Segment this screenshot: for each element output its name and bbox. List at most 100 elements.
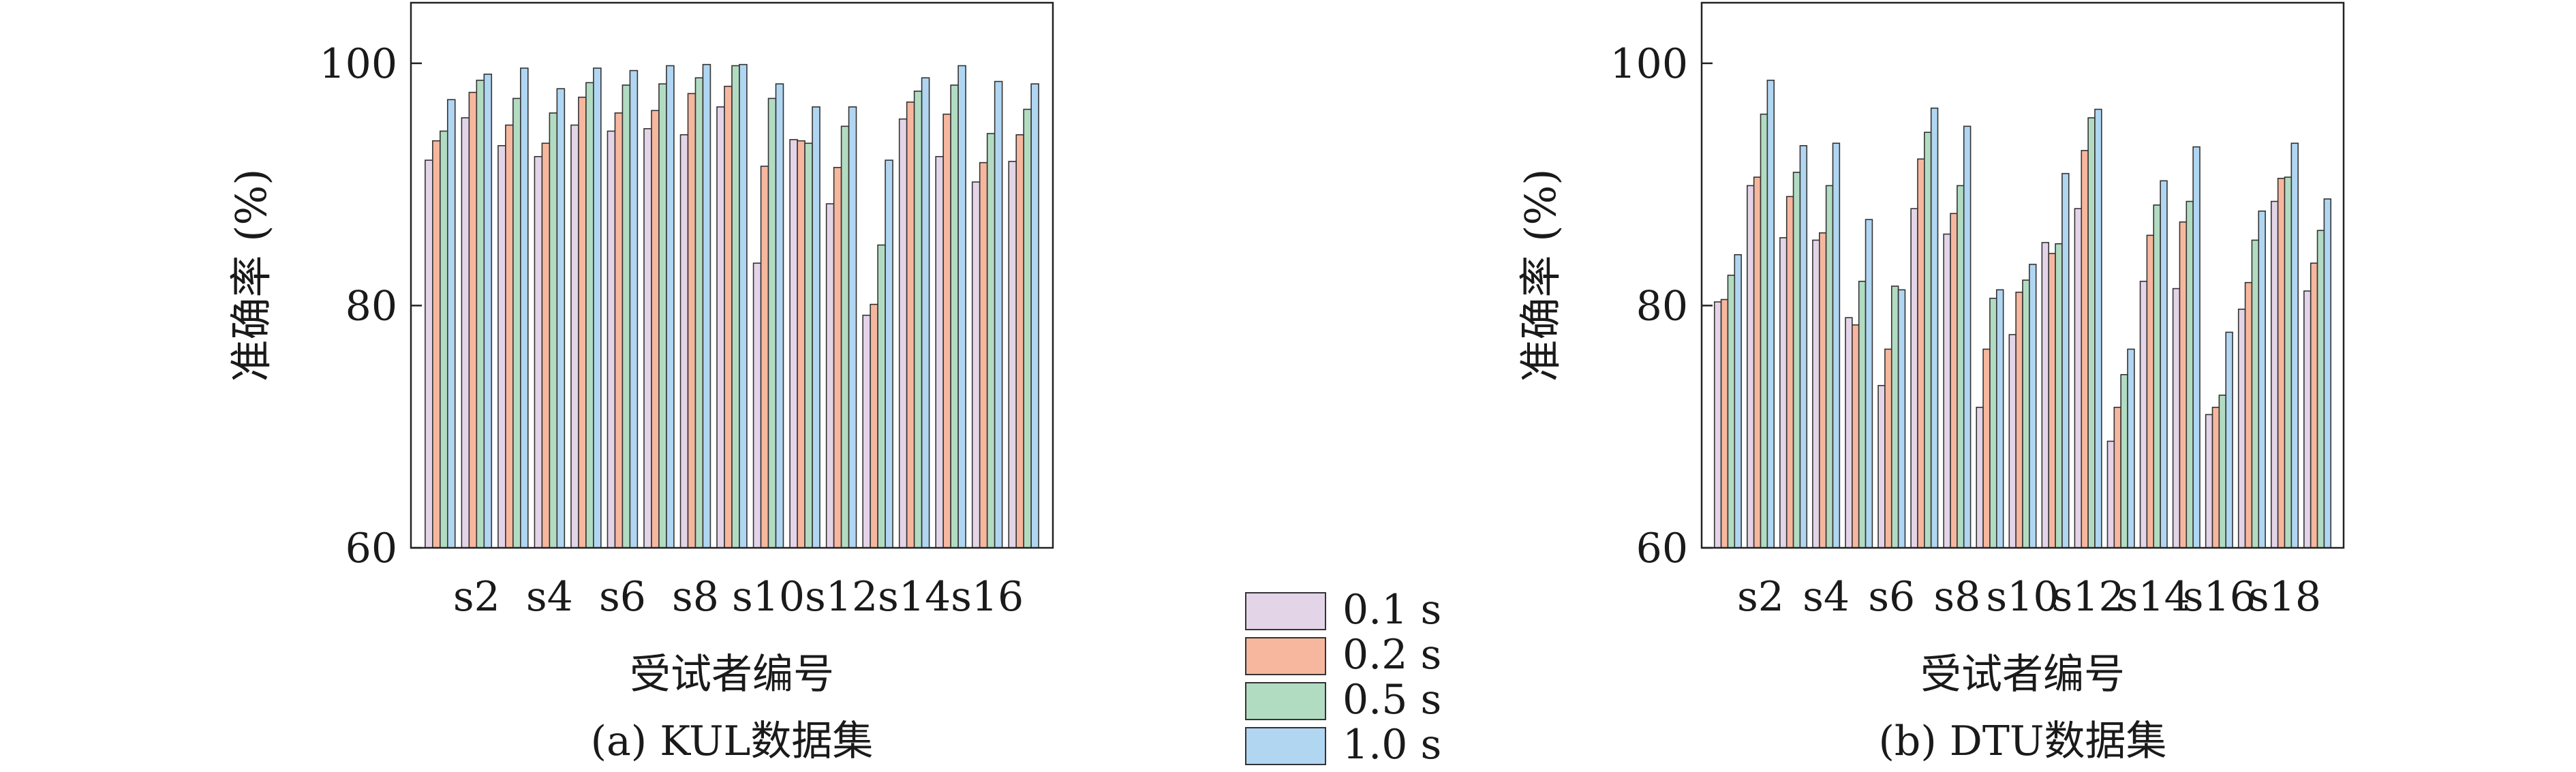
- x-tick-label-a-s4: s4: [526, 573, 573, 621]
- bar-b-s6-series2: [1884, 348, 1892, 549]
- caption-a: (a) KUL数据集: [591, 717, 874, 765]
- bar-b-s18-series4: [2290, 142, 2299, 549]
- legend-label-2: 0.2 s: [1343, 631, 1441, 679]
- bar-a-s2-series4: [483, 74, 493, 549]
- bar-b-s7-series2: [1917, 158, 1925, 549]
- bar-b-s5-series3: [1858, 281, 1867, 549]
- bar-a-s5-series4: [593, 67, 602, 549]
- bar-b-s2-series2: [1753, 176, 1762, 549]
- bar-b-s9-series2: [1982, 348, 1991, 549]
- x-tick-label-a-s10: s10: [732, 573, 805, 621]
- plot-b-frame: [1700, 1, 2345, 549]
- bar-a-s10-series3: [767, 97, 777, 549]
- bar-a-s1-series4: [446, 99, 456, 549]
- bar-b-s5-series1: [1845, 317, 1853, 549]
- bar-b-s11-series3: [2055, 243, 2063, 549]
- bar-b-s4-series4: [1832, 142, 1841, 549]
- x-tick-label-a-s14: s14: [878, 573, 951, 621]
- bar-a-s3-series3: [512, 97, 521, 549]
- bar-b-s13-series2: [2113, 406, 2121, 549]
- bar-b-s5-series4: [1865, 219, 1873, 549]
- y-axis-title-a: 准确率 (%): [226, 169, 276, 382]
- bar-b-s16-series3: [2218, 395, 2227, 549]
- y-tick-label-a-80: 80: [346, 282, 397, 330]
- bar-b-s3-series4: [1799, 144, 1808, 549]
- bar-a-s6-series2: [614, 112, 624, 549]
- bar-a-s12-series3: [840, 125, 850, 549]
- bar-b-s19-series4: [2323, 198, 2332, 549]
- bar-a-s9-series4: [739, 63, 748, 549]
- bar-b-s8-series3: [1957, 185, 1965, 549]
- bar-a-s9-series3: [731, 65, 740, 549]
- bar-b-s11-series2: [2048, 253, 2056, 549]
- bar-b-s12-series4: [2094, 108, 2102, 549]
- x-tick-label-a-s16: s16: [951, 573, 1024, 621]
- bar-a-s8-series3: [694, 77, 704, 549]
- bar-a-s6-series1: [607, 130, 616, 549]
- bar-b-s3-series2: [1785, 196, 1794, 549]
- bar-b-s6-series3: [1890, 285, 1899, 549]
- x-tick-label-a-s2: s2: [453, 573, 500, 621]
- bar-a-s3-series2: [505, 124, 514, 549]
- legend-label-4: 1.0 s: [1343, 721, 1441, 769]
- x-tick-label-b-s14: s14: [2117, 573, 2190, 621]
- x-tick-label-b-s18: s18: [2248, 573, 2321, 621]
- x-axis-title-b: 受试者编号: [1920, 651, 2125, 698]
- bar-a-s3-series4: [520, 67, 529, 549]
- bar-b-s17-series2: [2244, 281, 2253, 549]
- bar-b-s4-series3: [1825, 185, 1834, 549]
- y-tick-label-a-100: 100: [319, 40, 397, 88]
- bar-b-s10-series3: [2022, 279, 2030, 549]
- bar-a-s15-series4: [957, 65, 966, 549]
- plot-a-marks: 60 80 100 s2 s4 s6 s8 s10 s12 s14 s16: [319, 40, 1039, 621]
- bar-b-s19-series1: [2303, 290, 2312, 549]
- bar-b-s1-series1: [1713, 301, 1722, 549]
- legend-swatch-1: [1245, 592, 1326, 630]
- bar-a-s16-series2: [979, 161, 988, 549]
- bar-a-s10-series1: [752, 262, 762, 549]
- bar-a-s10-series4: [775, 83, 784, 549]
- bar-b-s17-series1: [2237, 308, 2246, 549]
- bar-b-s6-series4: [1897, 289, 1906, 549]
- bar-a-s2-series2: [468, 91, 478, 549]
- bar-a-s3-series1: [497, 144, 506, 549]
- x-tick-label-a-s12: s12: [805, 573, 878, 621]
- bar-b-s2-series4: [1766, 79, 1775, 549]
- bar-b-s19-series3: [2316, 230, 2325, 549]
- x-tick-label-b-s6: s6: [1868, 573, 1915, 621]
- y-tick-label-b-80: 80: [1636, 282, 1688, 330]
- bar-a-s8-series4: [702, 63, 711, 549]
- bar-a-s11-series1: [789, 139, 798, 549]
- bar-b-s16-series4: [2225, 331, 2233, 549]
- bar-b-s1-series3: [1727, 275, 1736, 549]
- bar-a-s7-series2: [651, 110, 660, 549]
- bar-b-s14-series4: [2160, 180, 2168, 549]
- caption-b: (b) DTU数据集: [1879, 717, 2167, 765]
- bar-b-s2-series1: [1747, 185, 1755, 549]
- bar-b-s13-series4: [2127, 348, 2135, 549]
- bar-a-s5-series2: [578, 96, 587, 549]
- bar-b-s14-series3: [2153, 204, 2161, 549]
- bar-b-s10-series4: [2029, 264, 2037, 549]
- bar-b-s7-series3: [1924, 132, 1932, 549]
- bar-a-s15-series2: [942, 113, 951, 549]
- bar-a-s5-series1: [570, 124, 579, 549]
- x-axis-title-a: 受试者编号: [630, 651, 834, 698]
- bar-a-s11-series4: [812, 106, 821, 549]
- bar-b-s16-series1: [2205, 414, 2213, 549]
- bar-a-s8-series1: [679, 134, 689, 549]
- bar-b-s3-series1: [1779, 237, 1788, 549]
- bar-a-s4-series2: [541, 142, 551, 549]
- bar-a-s11-series3: [804, 142, 813, 549]
- bar-a-s13-series4: [885, 159, 893, 549]
- bar-b-s9-series4: [1995, 289, 2004, 549]
- bar-a-s6-series3: [622, 84, 631, 549]
- bar-a-s12-series4: [848, 106, 857, 549]
- bar-b-s9-series3: [1989, 297, 1997, 549]
- bar-a-s9-series1: [716, 106, 725, 549]
- x-tick-label-b-s12: s12: [2052, 573, 2125, 621]
- bar-a-s1-series3: [440, 130, 448, 549]
